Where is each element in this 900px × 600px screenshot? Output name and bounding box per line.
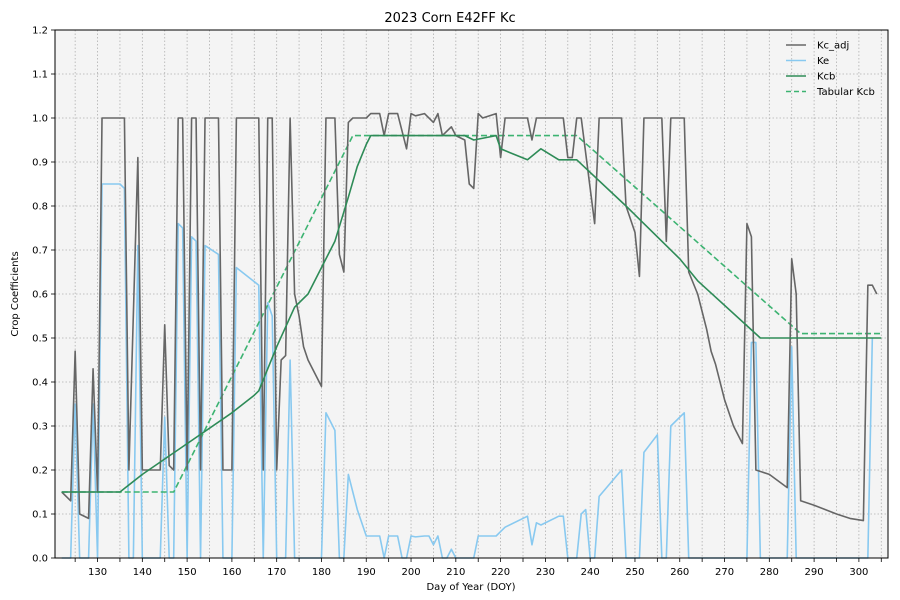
grid-layer	[55, 29, 888, 559]
x-tick-label: 140	[133, 567, 152, 578]
y-axis: 0.0 0.1 0.2 0.3 0.4 0.5 0.6 0.7 0.8 0.9 1.0 1.1 1.2	[32, 26, 55, 565]
legend-label: Kc_adj	[817, 41, 849, 52]
legend: Kc_adj Ke Kcb Tabular Kcb	[786, 41, 875, 98]
y-tick-label: 1.0	[32, 114, 48, 125]
x-tick-label: 190	[357, 567, 376, 578]
x-tick-label: 270	[715, 567, 734, 578]
y-tick-label: 1.2	[32, 26, 48, 37]
x-axis: 130 140 150 160 170 180 190 200 210 220 230 240 250 2…	[74, 558, 882, 578]
legend-label: Tabular Kcb	[816, 87, 875, 98]
y-tick-label: 0.5	[32, 334, 48, 345]
x-tick-label: 180	[312, 567, 331, 578]
y-tick-label: 0.7	[32, 246, 48, 257]
x-tick-label: 280	[760, 567, 779, 578]
y-tick-label: 0.4	[32, 378, 48, 389]
legend-label: Ke	[817, 56, 829, 67]
x-tick-label: 300	[849, 567, 868, 578]
x-tick-label: 150	[178, 567, 197, 578]
x-tick-label: 260	[670, 567, 689, 578]
y-tick-label: 1.1	[32, 70, 48, 81]
x-tick-label: 160	[222, 567, 241, 578]
x-axis-label: Day of Year (DOY)	[426, 582, 515, 593]
series-line-kc-adj	[61, 112, 878, 522]
y-tick-label: 0.0	[32, 554, 48, 565]
y-tick-label: 0.2	[32, 466, 48, 477]
x-tick-label: 230	[536, 567, 555, 578]
y-axis-label: Crop Coefficients	[10, 251, 21, 336]
x-tick-label: 220	[491, 567, 510, 578]
y-tick-label: 0.6	[32, 290, 48, 301]
legend-label: Kcb	[817, 72, 835, 83]
y-tick-label: 0.8	[32, 202, 48, 213]
y-tick-label: 0.9	[32, 158, 48, 169]
x-tick-label: 170	[267, 567, 286, 578]
x-tick-label: 250	[625, 567, 644, 578]
y-tick-label: 0.3	[32, 422, 48, 433]
x-tick-label: 210	[446, 567, 465, 578]
x-tick-label: 290	[805, 567, 824, 578]
chart-title: 2023 Corn E42FF Kc	[384, 11, 515, 26]
x-tick-label: 200	[401, 567, 420, 578]
y-tick-label: 0.1	[32, 510, 48, 521]
series-line-kcb	[61, 134, 882, 493]
x-tick-label: 240	[581, 567, 600, 578]
x-tick-label: 130	[88, 567, 107, 578]
